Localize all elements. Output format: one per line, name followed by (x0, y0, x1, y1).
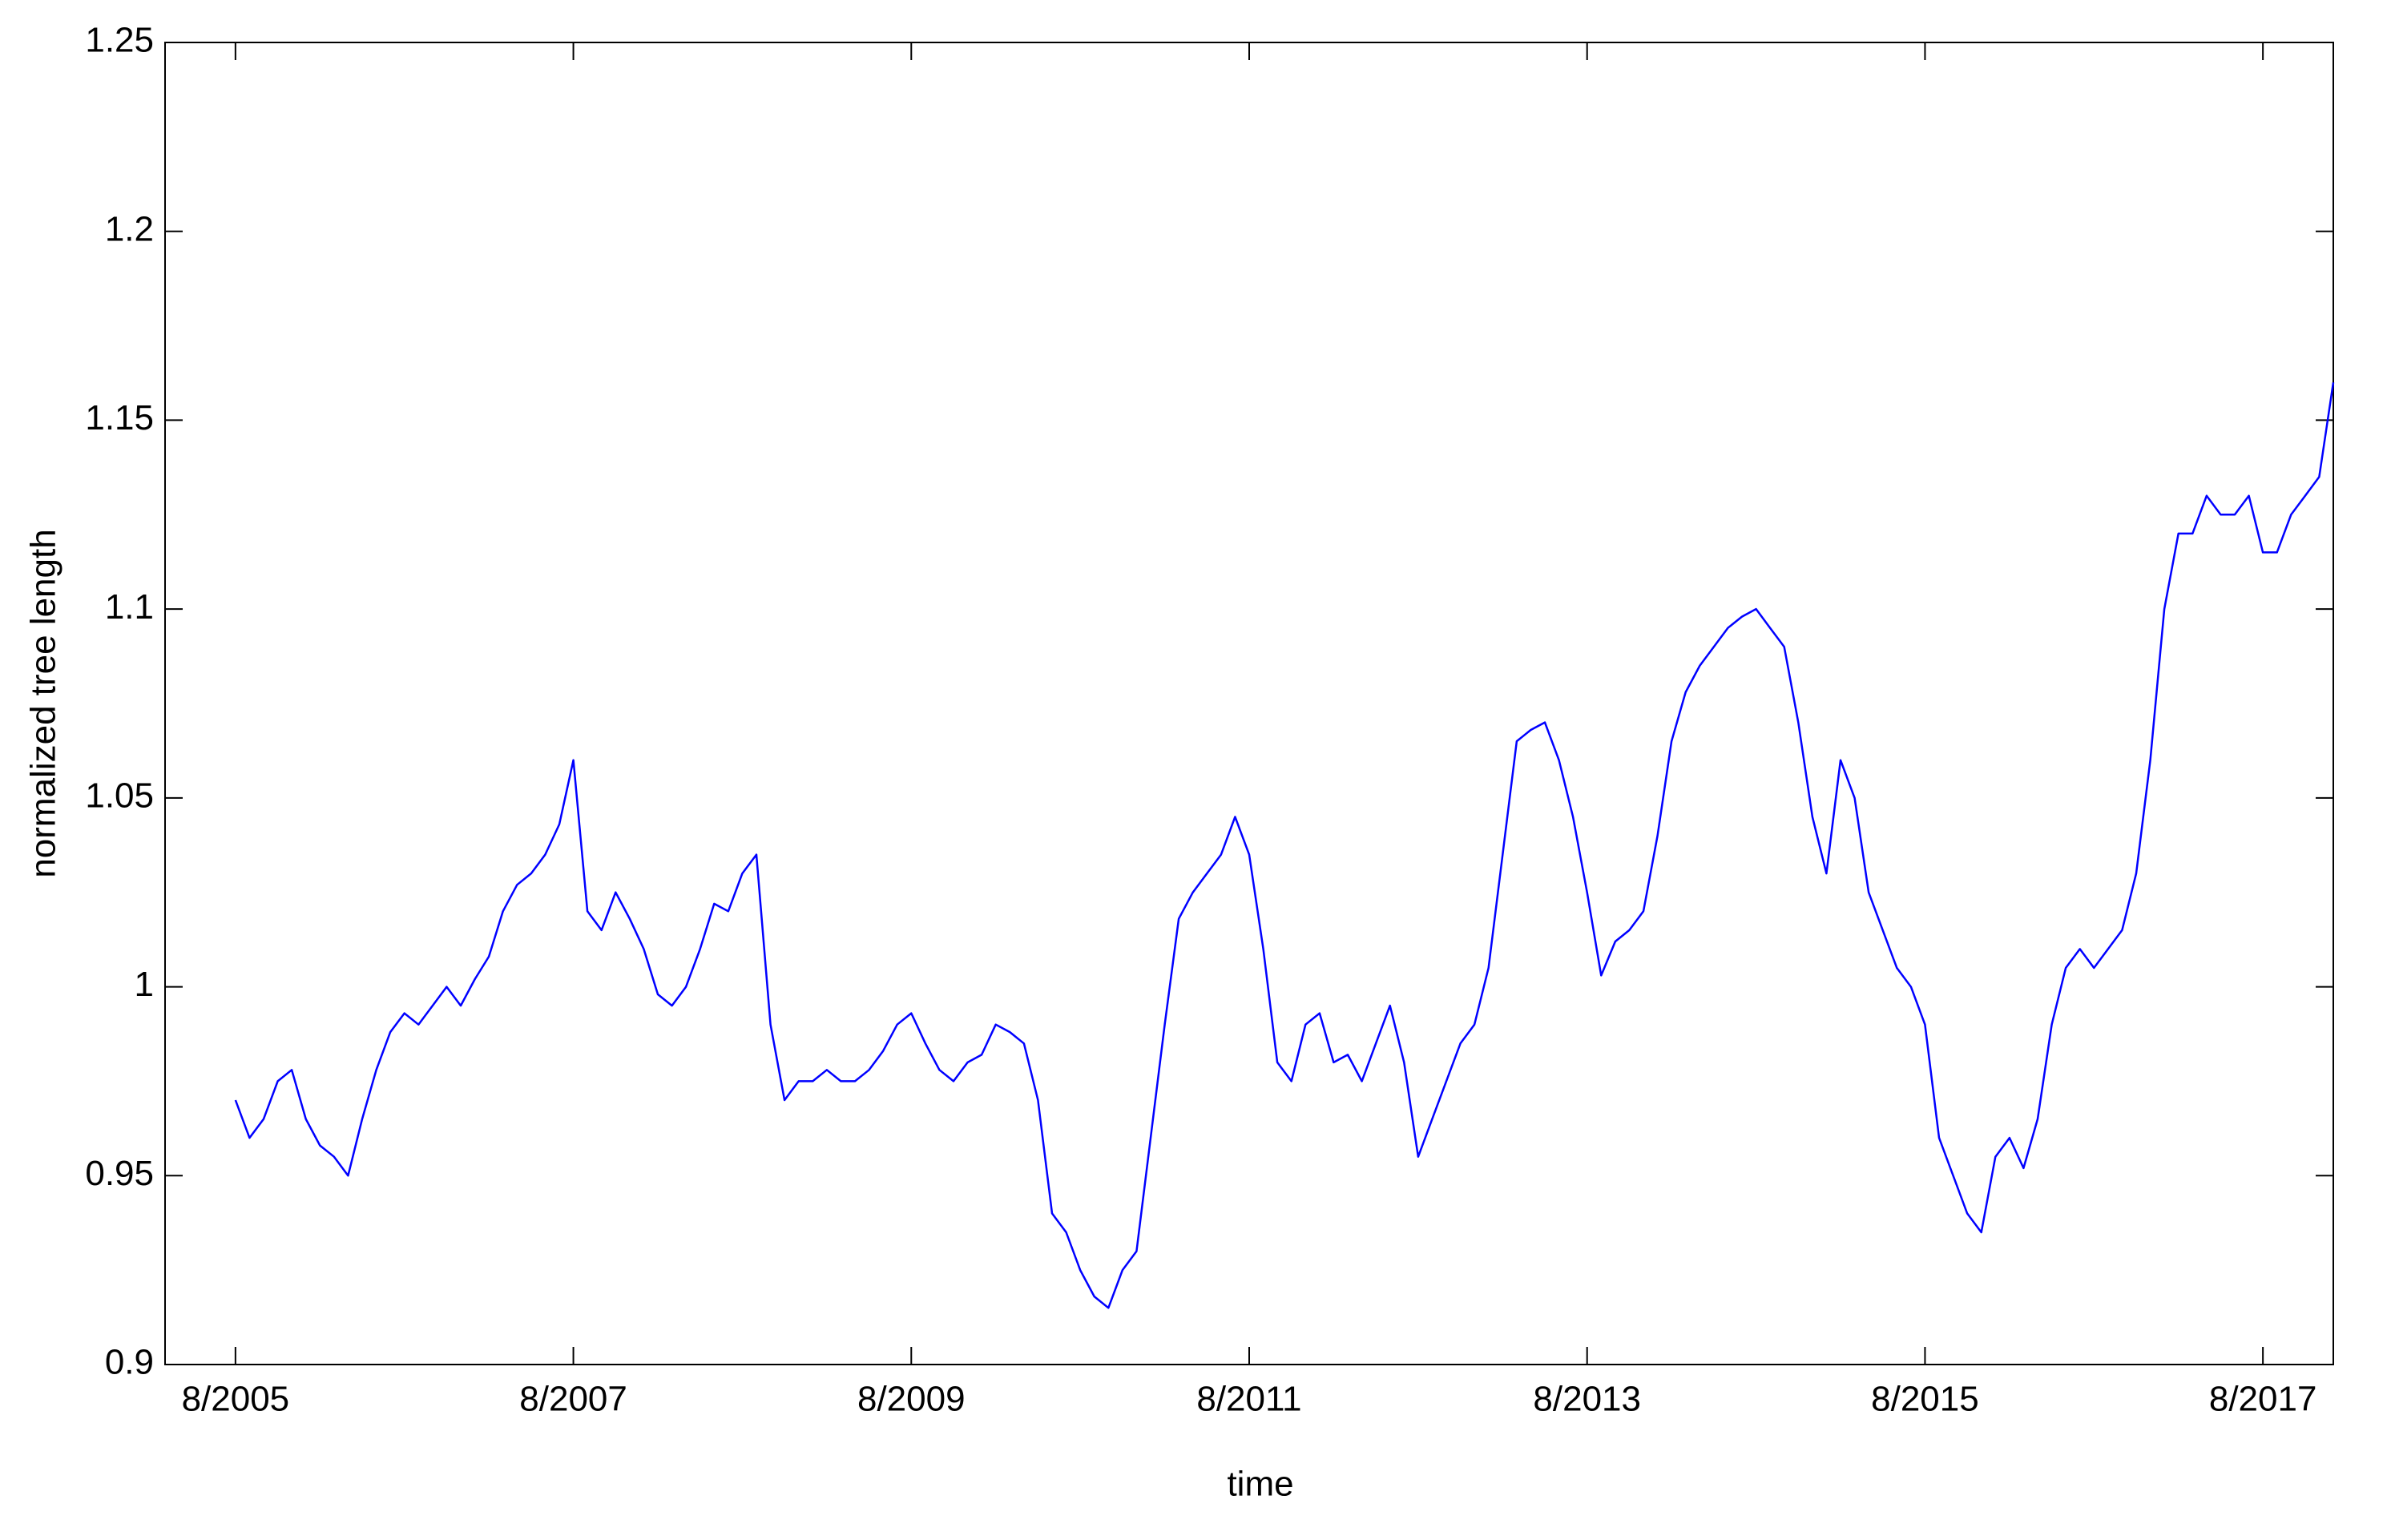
y-tick-label: 1.2 (105, 209, 154, 248)
plot-frame (164, 42, 2334, 1365)
y-tick-label: 1.1 (105, 587, 154, 627)
x-tick-label: 8/2013 (1533, 1380, 1641, 1419)
y-tick-label: 1.05 (85, 776, 154, 815)
x-tick-label: 8/2007 (519, 1380, 627, 1419)
y-tick-label: 0.95 (85, 1154, 154, 1193)
y-tick-label: 1 (135, 965, 154, 1004)
y-tick-label: 1.15 (85, 398, 154, 437)
x-axis-title: time (1227, 1465, 1293, 1504)
y-tick-label: 0.9 (105, 1343, 154, 1382)
x-tick-label: 8/2015 (1871, 1380, 1979, 1419)
y-axis-title: normalized tree length (24, 529, 63, 877)
x-tick-label: 8/2017 (2209, 1380, 2317, 1419)
x-tick-label: 8/2005 (182, 1380, 290, 1419)
y-tick-label: 1.25 (85, 21, 154, 60)
x-tick-label: 8/2009 (857, 1380, 966, 1419)
data-line (234, 382, 2335, 1309)
x-tick-label: 8/2011 (1196, 1380, 1301, 1419)
